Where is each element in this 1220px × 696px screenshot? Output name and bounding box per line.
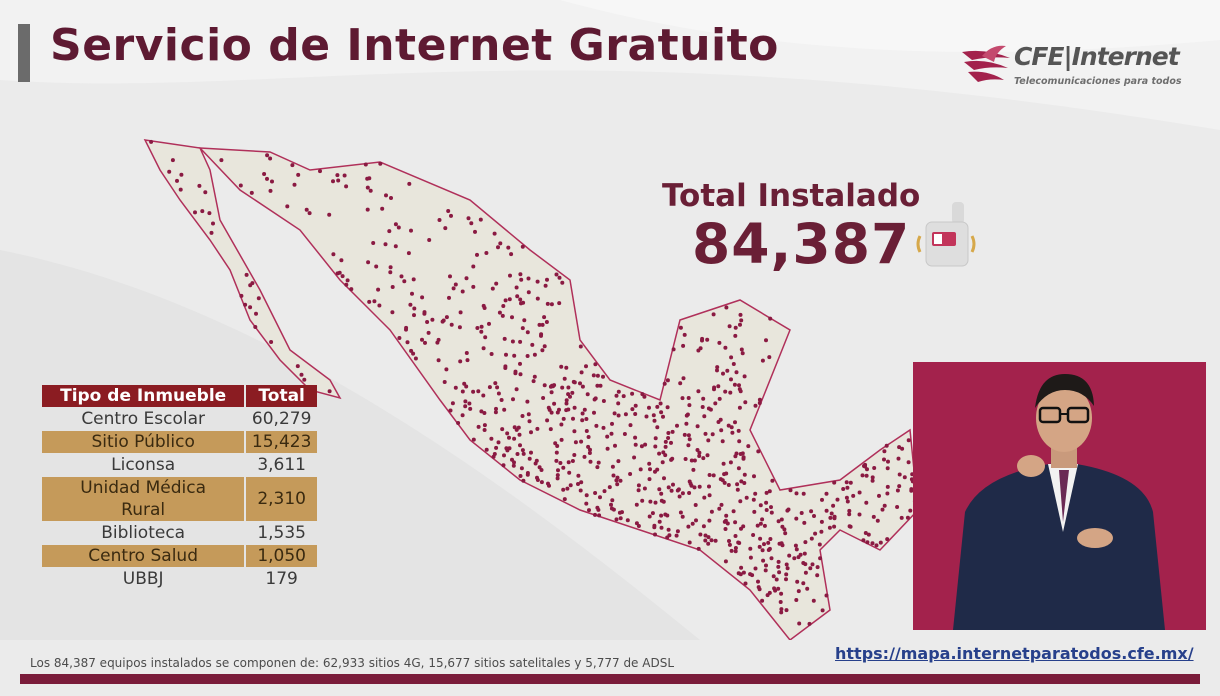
cell-total: 1,050	[246, 545, 317, 567]
total-installed-label: Total Instalado	[662, 178, 921, 214]
mexico-map	[143, 139, 919, 640]
cell-tipo: Unidad Médica Rural	[42, 477, 245, 521]
logo-wordmark: CFE|Internet	[1014, 42, 1180, 71]
header-tipo: Tipo de Inmueble	[42, 385, 245, 407]
cell-total: 15,423	[246, 431, 317, 453]
bottom-accent-bar	[20, 674, 1200, 684]
cell-tipo: Sitio Público	[42, 431, 245, 453]
cfe-eagle-logo-icon	[962, 45, 1010, 82]
logo-tagline: Telecomunicaciones para todos	[1014, 76, 1182, 87]
cell-tipo: Liconsa	[111, 455, 176, 475]
cell-tipo: Biblioteca	[101, 523, 186, 543]
table-row: Centro Escolar 60,279	[42, 408, 317, 430]
footnote: Los 84,387 equipos instalados se compone…	[30, 656, 675, 670]
map-url-link[interactable]: https://mapa.internetparatodos.cfe.mx/	[835, 644, 1194, 663]
table-row: Centro Salud 1,050	[42, 545, 317, 567]
cell-total: 179	[265, 569, 298, 589]
cell-tipo: Centro Escolar	[81, 409, 205, 429]
installation-dots	[149, 139, 917, 626]
property-type-table: Tipo de Inmueble Total Centro Escolar 60…	[40, 384, 319, 591]
table-row: Liconsa 3,611	[42, 454, 317, 476]
page-title: Servicio de Internet Gratuito	[50, 20, 779, 71]
cell-total: 3,611	[257, 455, 306, 475]
interpreter-figure	[953, 374, 1165, 630]
modem-device-icon	[916, 202, 976, 267]
table-row: Sitio Público 15,423	[42, 431, 317, 453]
sign-language-interpreter-video	[913, 362, 1206, 630]
cell-total: 1,535	[257, 523, 306, 543]
table-row: UBBJ 179	[42, 568, 317, 590]
table-row: Unidad Médica Rural 2,310	[42, 477, 317, 521]
cell-total: 2,310	[246, 477, 317, 521]
cell-tipo: UBBJ	[122, 569, 164, 589]
cfe-internet-logo: CFE|Internet Telecomunicaciones para tod…	[960, 42, 1182, 92]
table-row: Biblioteca 1,535	[42, 522, 317, 544]
total-installed-value: 84,387	[692, 212, 911, 276]
table-header-row: Tipo de Inmueble Total	[42, 385, 317, 407]
header-total: Total	[246, 385, 317, 407]
cell-tipo: Centro Salud	[42, 545, 245, 567]
title-accent-bar	[18, 24, 30, 82]
cell-total: 60,279	[251, 409, 312, 429]
